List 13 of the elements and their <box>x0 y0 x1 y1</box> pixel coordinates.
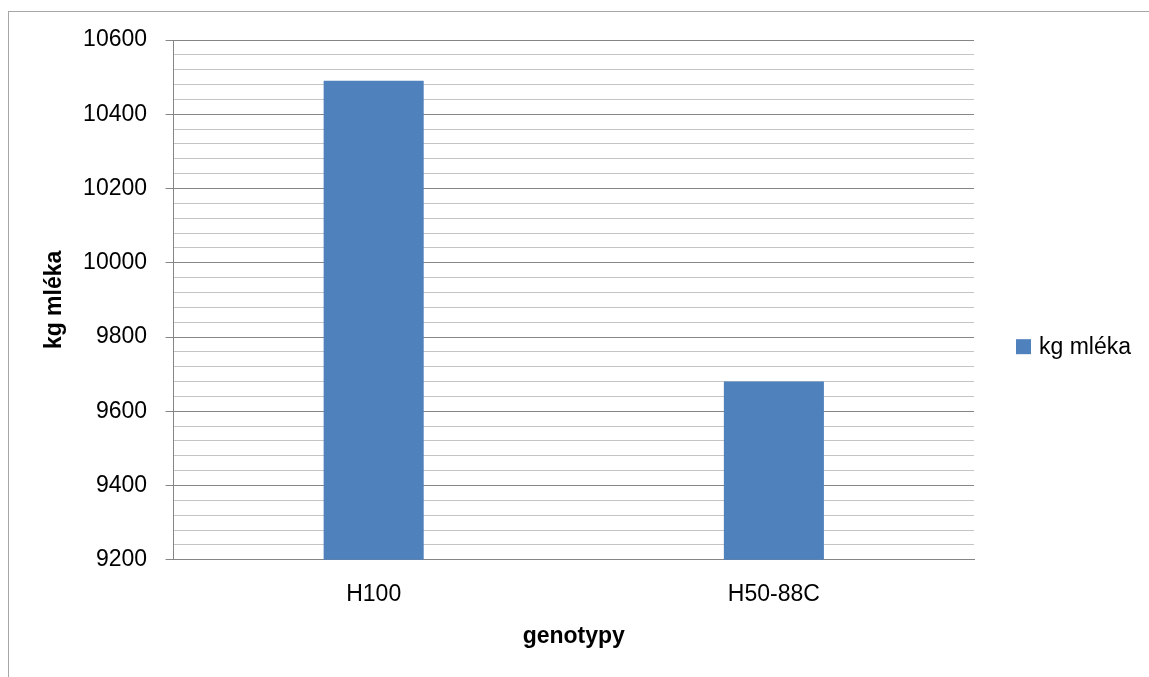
y-axis-title: kg mléka <box>40 250 67 350</box>
x-axis-title: genotypy <box>522 621 626 648</box>
y-tick-label: 9600 <box>95 396 148 423</box>
y-tick-label: 10200 <box>83 173 148 200</box>
y-tick-label: 9200 <box>95 545 148 572</box>
y-tick-label: 10400 <box>83 99 148 126</box>
y-tick-label: 10000 <box>83 248 148 275</box>
x-tick-label: H50-88C <box>727 579 820 606</box>
y-tick-label: 9400 <box>95 470 148 497</box>
y-tick-label: 9800 <box>95 322 148 349</box>
legend-label: kg mléka <box>1039 333 1132 360</box>
y-tick-label: 10600 <box>83 25 148 52</box>
x-tick-label: H100 <box>346 579 402 606</box>
